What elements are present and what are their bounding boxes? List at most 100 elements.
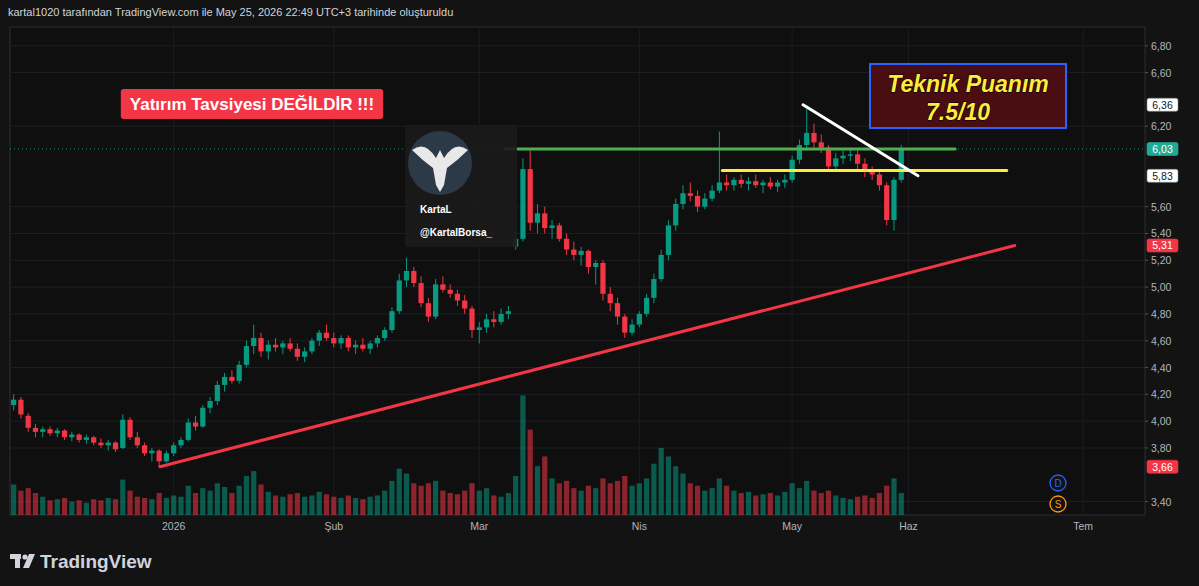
- volume-bar: [91, 499, 96, 515]
- grid-line-y: [10, 260, 1145, 261]
- candle-body: [135, 437, 140, 445]
- candle-body: [433, 284, 438, 316]
- volume-bar: [69, 502, 74, 515]
- candle-body: [157, 451, 162, 462]
- candle-body: [506, 311, 511, 314]
- volume-bar: [870, 498, 875, 515]
- candles-group: [10, 109, 1145, 467]
- candle-body: [702, 199, 707, 207]
- x-tick-label: Haz: [899, 520, 918, 532]
- candle-wick: [581, 247, 582, 266]
- score-box-frame: [870, 64, 1066, 128]
- volume-bar: [775, 495, 780, 515]
- price-label: 5,31: [1152, 239, 1173, 251]
- volume-bar: [76, 500, 81, 515]
- volume-bar: [862, 495, 867, 515]
- volume-bar: [244, 476, 249, 515]
- candle-body: [811, 133, 816, 142]
- volume-bar: [171, 495, 176, 515]
- candle-body: [557, 225, 562, 238]
- volume-bar: [157, 493, 162, 515]
- volume-bar: [229, 493, 234, 515]
- candle-body: [586, 251, 591, 267]
- candle-body: [98, 443, 103, 446]
- volume-bar: [222, 487, 227, 515]
- footer-text: TradingView: [40, 551, 152, 572]
- grid-line-y: [10, 206, 1145, 207]
- price-label-box: [1147, 143, 1178, 156]
- candle-body: [11, 400, 16, 405]
- grid-line-y: [10, 313, 1145, 314]
- candle-body: [338, 338, 343, 343]
- volume-bar: [302, 497, 307, 515]
- x-tick-label: Şub: [324, 520, 343, 532]
- candle-body: [528, 169, 533, 223]
- x-tick-label: Tem: [1073, 520, 1093, 532]
- candle-body: [404, 271, 409, 280]
- candle-body: [55, 431, 60, 434]
- y-tick-label: 3,40: [1151, 496, 1172, 508]
- candle-body: [579, 251, 584, 255]
- y-tick-label: 5,60: [1151, 201, 1172, 213]
- volume-bar: [142, 498, 147, 515]
- candle-body: [397, 280, 402, 311]
- candle-body: [848, 154, 853, 155]
- candle-body: [353, 345, 358, 348]
- candle-body: [542, 213, 547, 228]
- volume-bar: [811, 491, 816, 515]
- volume-bar: [135, 497, 140, 515]
- grid-line-y: [10, 394, 1145, 395]
- volume-bar: [840, 498, 845, 515]
- candle-body: [106, 443, 111, 446]
- grid: [10, 27, 1145, 515]
- candle-body: [287, 343, 292, 348]
- watermark-panel: [405, 125, 517, 247]
- indicator-badge: [1050, 496, 1066, 512]
- candle-body: [520, 169, 525, 239]
- volume-bar: [651, 464, 656, 515]
- candle-body: [615, 303, 620, 316]
- volume-bar: [513, 476, 518, 515]
- volume-bar: [695, 486, 700, 515]
- volume-bar: [215, 483, 220, 515]
- page-background: [0, 0, 1199, 586]
- y-tick-label: 4,40: [1151, 362, 1172, 374]
- candle-body: [368, 343, 373, 348]
- volume-bar: [331, 497, 336, 515]
- candle-body: [91, 437, 96, 442]
- candle-body: [346, 338, 351, 347]
- volume-bar: [317, 492, 322, 515]
- volume-bar: [338, 498, 343, 515]
- candle-body: [709, 191, 714, 199]
- y-tick: [1145, 394, 1148, 395]
- volume-bar: [200, 488, 205, 515]
- candle-body: [666, 225, 671, 254]
- volume-bar: [440, 491, 445, 515]
- candle-body: [360, 345, 365, 349]
- candle-wick: [355, 341, 356, 354]
- x-tick-label: Nis: [632, 520, 647, 532]
- notice-box: [121, 89, 383, 119]
- grid-line-y: [10, 421, 1145, 422]
- volume-bar: [324, 494, 329, 515]
- volume-bar: [433, 481, 438, 515]
- candle-body: [593, 263, 598, 267]
- candle-body: [840, 156, 845, 159]
- grid-line-y: [10, 340, 1145, 341]
- y-tick: [1145, 367, 1148, 368]
- candle-body: [317, 333, 322, 341]
- x-tick-label: May: [782, 520, 803, 532]
- candle-body: [768, 183, 773, 187]
- volume-bar: [149, 499, 154, 515]
- chart-root: kartal1020 tarafından TradingView.com il…: [0, 0, 1199, 586]
- candle-body: [418, 283, 423, 303]
- volume-bar: [819, 493, 824, 515]
- header: kartal1020 tarafından TradingView.com il…: [8, 6, 453, 18]
- volume-bar: [120, 480, 125, 515]
- candle-wick: [763, 180, 764, 193]
- candle-body: [695, 196, 700, 207]
- volume-bar: [186, 486, 191, 515]
- volume-bar: [833, 495, 838, 515]
- y-tick: [1145, 233, 1148, 234]
- volume-bar: [251, 471, 256, 515]
